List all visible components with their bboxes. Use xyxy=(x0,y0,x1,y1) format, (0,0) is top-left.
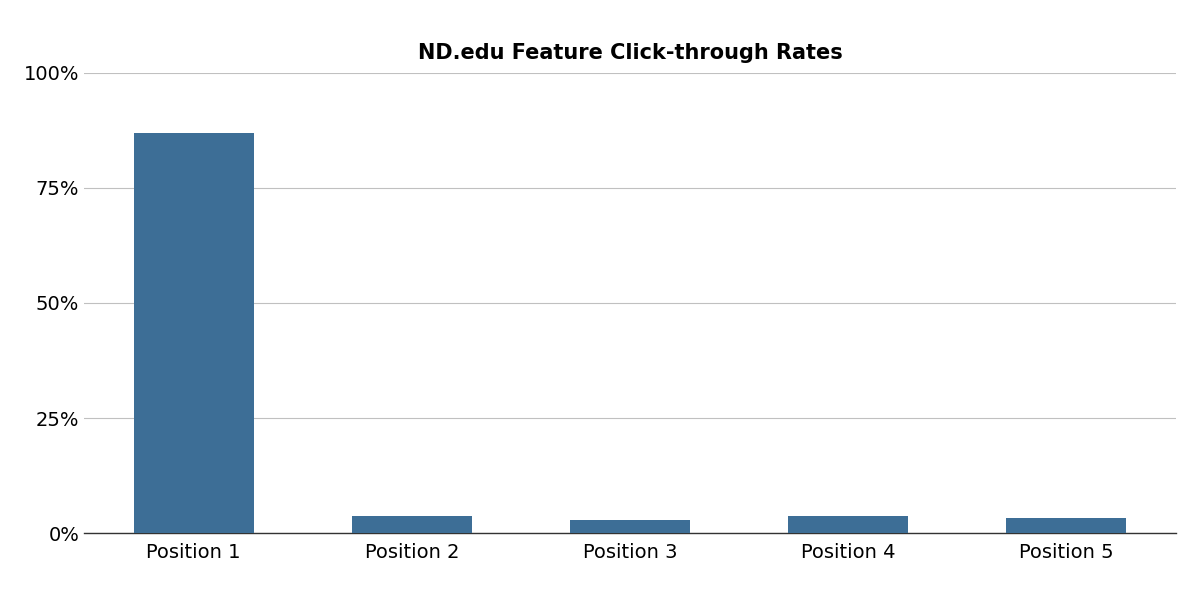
Bar xyxy=(352,516,472,533)
Bar xyxy=(133,133,253,533)
Bar xyxy=(1007,518,1127,533)
Bar xyxy=(788,516,908,533)
Title: ND.edu Feature Click-through Rates: ND.edu Feature Click-through Rates xyxy=(418,43,842,63)
Bar xyxy=(570,521,690,533)
